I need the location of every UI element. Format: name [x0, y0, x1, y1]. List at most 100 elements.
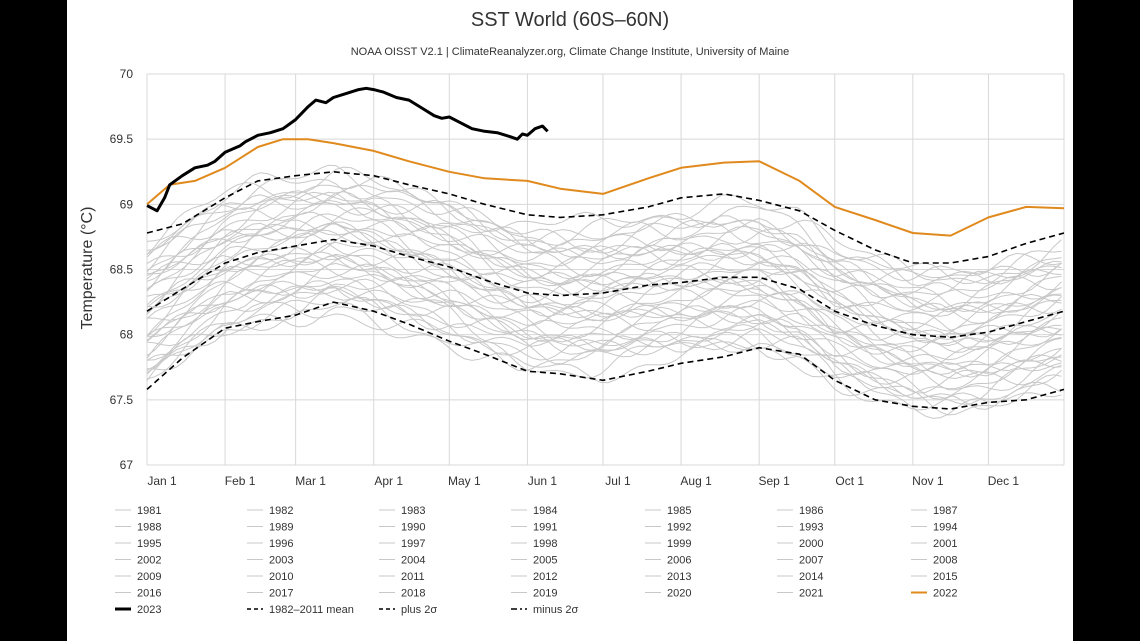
legend-label: 2020: [667, 588, 691, 600]
legend-item: 2023: [115, 604, 161, 616]
legend-label: 2013: [667, 571, 691, 583]
x-tick-label: Dec 1: [988, 474, 1020, 488]
legend-label: 1981: [137, 505, 161, 517]
legend-label: 2023: [137, 604, 161, 616]
legend-label: 2002: [137, 555, 161, 567]
legend-item: 1982–2011 mean: [247, 604, 354, 616]
legend-label: 1990: [401, 522, 425, 534]
legend-label: 2014: [799, 571, 823, 583]
legend-item: plus 2σ: [379, 604, 437, 616]
legend-item: 2015: [911, 571, 957, 583]
past-year-line-1994: [146, 257, 1062, 365]
legend-item: minus 2σ: [511, 604, 579, 616]
legend-label: 2004: [401, 555, 425, 567]
sst-line-chart: SST World (60S–60N) NOAA OISST V2.1 | Cl…: [79, 9, 1065, 616]
legend-item: 2004: [379, 555, 425, 567]
legend-label: 1992: [667, 522, 691, 534]
legend-item: 2011: [379, 571, 425, 583]
legend-item: 1986: [777, 505, 823, 517]
x-tick-label: Feb 1: [225, 474, 256, 488]
series-line-2023: [146, 86, 549, 213]
legend-item: 2008: [911, 555, 957, 567]
legend-label: 2001: [933, 538, 957, 550]
legend-label: 2003: [269, 555, 293, 567]
legend-label: 1983: [401, 505, 425, 517]
y-tick-label: 69.5: [110, 132, 134, 146]
grid: [146, 73, 1065, 466]
legend-item: 2012: [511, 571, 557, 583]
legend-label: 1985: [667, 505, 691, 517]
legend-item: 2007: [777, 555, 823, 567]
x-tick-label: May 1: [448, 474, 481, 488]
legend-label: 1996: [269, 538, 293, 550]
legend-item: 2018: [379, 588, 425, 600]
legend-item: 1987: [911, 505, 957, 517]
past-year-lines: [146, 164, 1062, 419]
legend-label: 1993: [799, 522, 823, 534]
x-tick-label: Aug 1: [680, 474, 712, 488]
past-year-line-2017: [146, 184, 1062, 285]
legend-item: 1999: [645, 538, 691, 550]
legend-label: 1988: [137, 522, 161, 534]
legend-item: 1991: [511, 522, 557, 534]
legend-label: 1982–2011 mean: [269, 604, 354, 616]
past-year-line-2012: [146, 191, 1062, 308]
past-year-line-2021: [146, 175, 1062, 285]
legend-item: 1997: [379, 538, 425, 550]
past-year-line-2001: [146, 232, 1062, 347]
legend-item: 2022: [911, 588, 957, 600]
y-tick-label: 70: [120, 67, 134, 81]
legend-item: 2005: [511, 555, 557, 567]
legend-item: 1985: [645, 505, 691, 517]
legend-item: 1996: [247, 538, 293, 550]
past-year-line-1989: [146, 278, 1062, 400]
x-tick-label: Jul 1: [605, 474, 631, 488]
legend-item: 1981: [115, 505, 161, 517]
x-tick-label: Sep 1: [758, 474, 790, 488]
past-year-line-1988: [146, 278, 1062, 392]
legend-item: 1993: [777, 522, 823, 534]
past-year-line-1985: [146, 287, 1062, 405]
chart-frame: SST World (60S–60N) NOAA OISST V2.1 | Cl…: [67, 0, 1073, 641]
legend-label: 1984: [533, 505, 557, 517]
legend-item: 2006: [645, 555, 691, 567]
legend-item: 2017: [247, 588, 293, 600]
legend-item: 2002: [115, 555, 161, 567]
legend-item: 2010: [247, 571, 293, 583]
x-tick-label: Mar 1: [295, 474, 326, 488]
legend-label: 2008: [933, 555, 957, 567]
past-year-line-1996: [146, 254, 1062, 375]
y-tick-label: 68: [120, 328, 134, 342]
legend-label: 1998: [533, 538, 557, 550]
x-tick-label: Nov 1: [912, 474, 944, 488]
legend-item: 2019: [511, 588, 557, 600]
past-year-line-1986: [146, 280, 1062, 397]
legend-label: 1997: [401, 538, 425, 550]
y-tick-label: 67.5: [110, 393, 134, 407]
legend-item: 1982: [247, 505, 293, 517]
past-year-line-2006: [146, 219, 1062, 324]
legend-label: 2006: [667, 555, 691, 567]
legend-label: 2016: [137, 588, 161, 600]
past-year-line-2015: [146, 191, 1062, 313]
legend-label: 2022: [933, 588, 957, 600]
legend-label: 2019: [533, 588, 557, 600]
legend-item: 1988: [115, 522, 161, 534]
y-tick-label: 67: [120, 458, 134, 472]
past-year-line-1990: [146, 280, 1062, 394]
chart-title: SST World (60S–60N): [471, 9, 669, 31]
legend-label: 2010: [269, 571, 293, 583]
legend-label: 1987: [933, 505, 957, 517]
y-axis-label: Temperature (°C): [79, 207, 96, 330]
legend-item: 1989: [247, 522, 293, 534]
legend-item: 2016: [115, 588, 161, 600]
legend-item: 1992: [645, 522, 691, 534]
legend-item: 2000: [777, 538, 823, 550]
legend-item: 2003: [247, 555, 293, 567]
legend-label: 2009: [137, 571, 161, 583]
legend-item: 1984: [511, 505, 557, 517]
series-line-1982-2011-mean: [146, 238, 1065, 339]
y-tick-label: 68.5: [110, 263, 134, 277]
legend: 1981 1982 1983 1984 1985 1986 1987 1988 1989 1990…: [115, 505, 957, 616]
past-year-line-2013: [146, 194, 1062, 300]
